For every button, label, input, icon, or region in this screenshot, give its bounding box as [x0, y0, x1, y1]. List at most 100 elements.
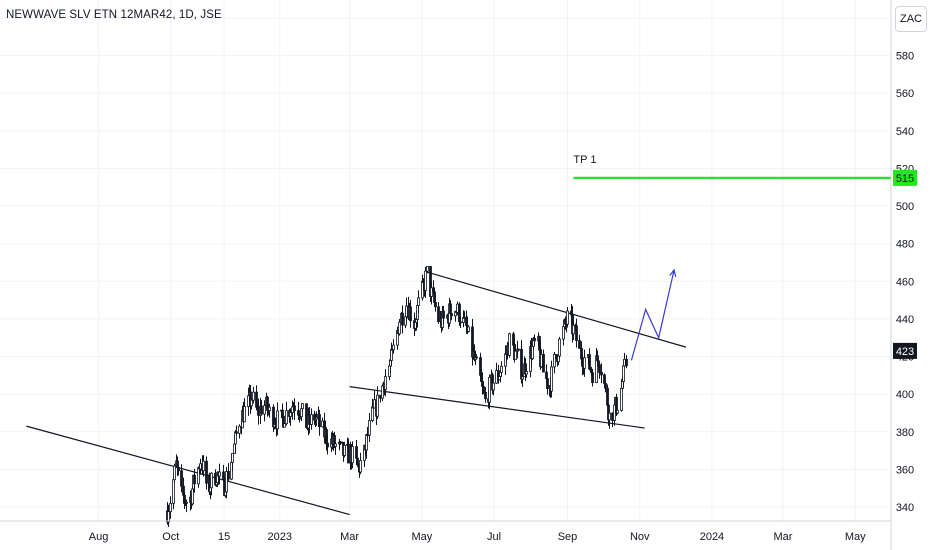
candle-body: [437, 306, 440, 322]
last-price-value: 423: [896, 346, 914, 358]
candle-body: [514, 350, 517, 361]
candle-body: [243, 406, 246, 423]
candle-body: [252, 391, 255, 401]
time-tick-label: Nov: [630, 531, 650, 543]
candle-body: [318, 414, 321, 428]
time-axis[interactable]: Aug Oct 15 2023 Mar May Jul Sep Nov 2024 Mar May: [89, 531, 866, 543]
candle-body: [260, 405, 263, 415]
candle-body: [169, 502, 172, 513]
last-price-badge: [893, 342, 917, 359]
candle-body: [575, 325, 578, 341]
price-labels: 515 423: [893, 169, 917, 359]
price-axis[interactable]: 3403603804004204404604805005205405605806…: [896, 13, 914, 514]
candle-body: [173, 465, 176, 481]
candle-body: [542, 353, 545, 373]
candle-body: [289, 412, 292, 417]
time-tick-label: Jul: [487, 531, 501, 543]
price-tick-label: 340: [896, 502, 914, 514]
candle-body: [546, 378, 549, 390]
candle-body: [293, 405, 296, 411]
candle-body: [517, 348, 520, 351]
candle-body: [572, 324, 575, 335]
time-tick-label: Oct: [162, 531, 179, 543]
candle-body: [231, 453, 234, 463]
candle-body: [424, 270, 427, 291]
candle-body: [583, 357, 586, 369]
target-price-value: 515: [896, 173, 914, 185]
projection-arrow: [630, 269, 675, 361]
time-tick-label: Sep: [558, 531, 578, 543]
candle-body: [310, 414, 313, 425]
candle-body: [558, 338, 561, 357]
candle-body: [225, 471, 228, 493]
candle-body: [390, 348, 393, 361]
candle-body: [167, 511, 170, 523]
candle-body: [355, 446, 358, 459]
target-price-badge: [893, 169, 917, 186]
candle-body: [442, 310, 445, 319]
candle-body: [202, 460, 205, 472]
candle-body: [484, 391, 487, 400]
symbol-title: NEWWAVE SLV ETN 12MAR42, 1D, JSE: [6, 9, 222, 21]
price-tick-label: 360: [896, 464, 914, 476]
price-tick-label: 500: [896, 201, 914, 213]
overlays: TP 1: [573, 154, 891, 361]
candle-body: [553, 354, 556, 368]
price-tick-label: 400: [896, 389, 914, 401]
candle-body: [250, 399, 253, 407]
candle-body: [343, 444, 346, 456]
candle-body: [283, 423, 286, 428]
time-tick-label: 15: [218, 531, 230, 543]
candle-body: [276, 410, 279, 430]
candle-body: [185, 501, 188, 504]
candle-body: [492, 382, 495, 391]
candle-body: [525, 371, 528, 375]
time-tick-label: 2023: [268, 531, 292, 543]
candle-body: [591, 372, 594, 383]
candle-body: [218, 471, 221, 477]
candle-body: [598, 364, 601, 373]
candle-body: [600, 372, 603, 376]
candle-body: [533, 337, 536, 342]
candle-body: [620, 387, 623, 411]
candle-body: [608, 412, 611, 421]
time-tick-label: 2024: [700, 531, 724, 543]
currency-button[interactable]: ZAC: [895, 6, 927, 32]
candle-body: [604, 383, 607, 389]
candle-body: [508, 333, 511, 356]
trendline: [349, 386, 645, 429]
candle-body: [434, 302, 437, 308]
candle-body: [475, 356, 478, 359]
candle-body: [227, 471, 230, 480]
candle-body: [238, 425, 241, 434]
candle-body: [482, 386, 485, 393]
candle-body: [210, 472, 213, 489]
price-tick-label: 380: [896, 427, 914, 439]
candle-body: [334, 443, 337, 447]
candle-body: [392, 344, 395, 351]
time-tick-label: Mar: [774, 531, 793, 543]
candle-body: [205, 460, 208, 484]
time-tick-label: May: [411, 531, 432, 543]
candle-body: [398, 321, 401, 335]
candle-body: [177, 467, 180, 472]
time-tick-label: Mar: [340, 531, 359, 543]
candle-body: [488, 376, 491, 403]
candle-body: [616, 409, 619, 414]
candle-body: [172, 479, 175, 504]
time-tick-label: May: [845, 531, 866, 543]
candlesticks: [166, 265, 628, 528]
candle-body: [545, 371, 548, 379]
price-tick-label: 460: [896, 276, 914, 288]
candle-body: [301, 403, 304, 410]
candle-body: [235, 431, 238, 434]
candle-body: [450, 313, 453, 317]
candle-body: [384, 376, 387, 390]
trendlines: [26, 271, 687, 516]
price-tick-label: 560: [896, 88, 914, 100]
price-tick-label: 480: [896, 239, 914, 251]
candle-body: [180, 470, 183, 487]
trendline: [26, 425, 350, 516]
candle-body: [500, 365, 503, 373]
